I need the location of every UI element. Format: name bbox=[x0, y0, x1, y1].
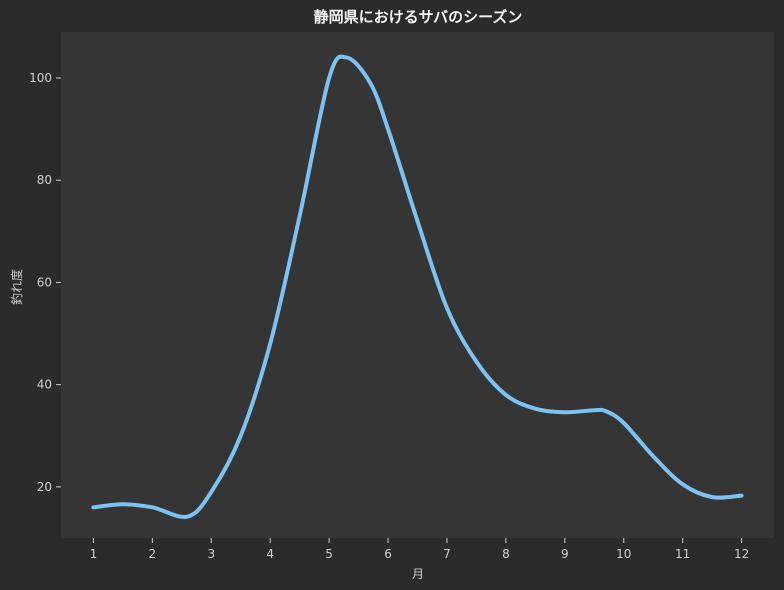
x-tick-label: 2 bbox=[149, 547, 157, 561]
x-tick-label: 10 bbox=[616, 547, 631, 561]
x-tick-label: 5 bbox=[325, 547, 333, 561]
x-axis-label: 月 bbox=[412, 567, 424, 581]
x-tick-label: 9 bbox=[561, 547, 569, 561]
y-axis: 20 40 60 80 100 bbox=[29, 71, 61, 494]
x-tick-label: 6 bbox=[384, 547, 392, 561]
series-line bbox=[91, 54, 744, 519]
chart-title: 静岡県におけるサバのシーズン bbox=[314, 8, 523, 26]
x-tick-label: 1 bbox=[90, 547, 98, 561]
y-tick-label: 40 bbox=[37, 378, 52, 392]
plot-area bbox=[61, 32, 774, 538]
y-tick-label: 20 bbox=[37, 480, 52, 494]
x-tick-label: 8 bbox=[502, 547, 510, 561]
x-axis: 1 2 3 4 5 6 7 8 9 10 11 12 bbox=[90, 538, 749, 561]
y-tick-label: 80 bbox=[37, 173, 52, 187]
x-tick-label: 3 bbox=[207, 547, 215, 561]
y-tick-label: 100 bbox=[29, 71, 52, 85]
x-tick-label: 4 bbox=[266, 547, 274, 561]
x-tick-label: 12 bbox=[734, 547, 749, 561]
y-axis-label: 釣れ度 bbox=[9, 269, 24, 305]
y-tick-label: 60 bbox=[37, 275, 52, 289]
x-tick-label: 11 bbox=[675, 547, 690, 561]
x-tick-label: 7 bbox=[443, 547, 451, 561]
